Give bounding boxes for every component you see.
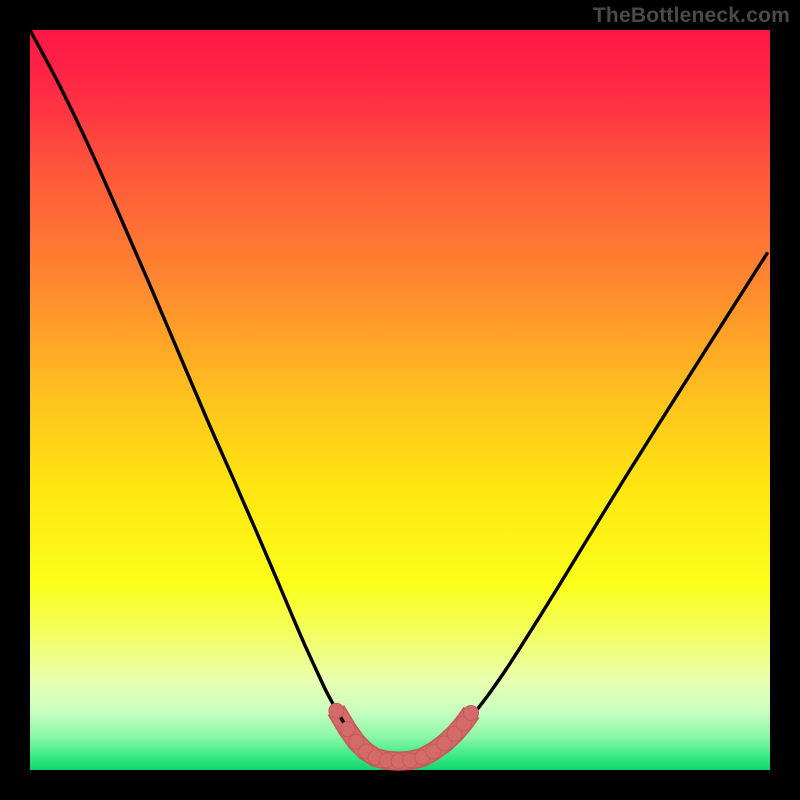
red-dot <box>329 703 344 718</box>
chart-frame: TheBottleneck.com <box>0 0 800 800</box>
red-dot <box>340 722 355 737</box>
bottleneck-chart <box>0 0 800 800</box>
red-dot <box>464 706 479 721</box>
watermark-text: TheBottleneck.com <box>593 4 790 28</box>
plot-background <box>30 30 770 770</box>
